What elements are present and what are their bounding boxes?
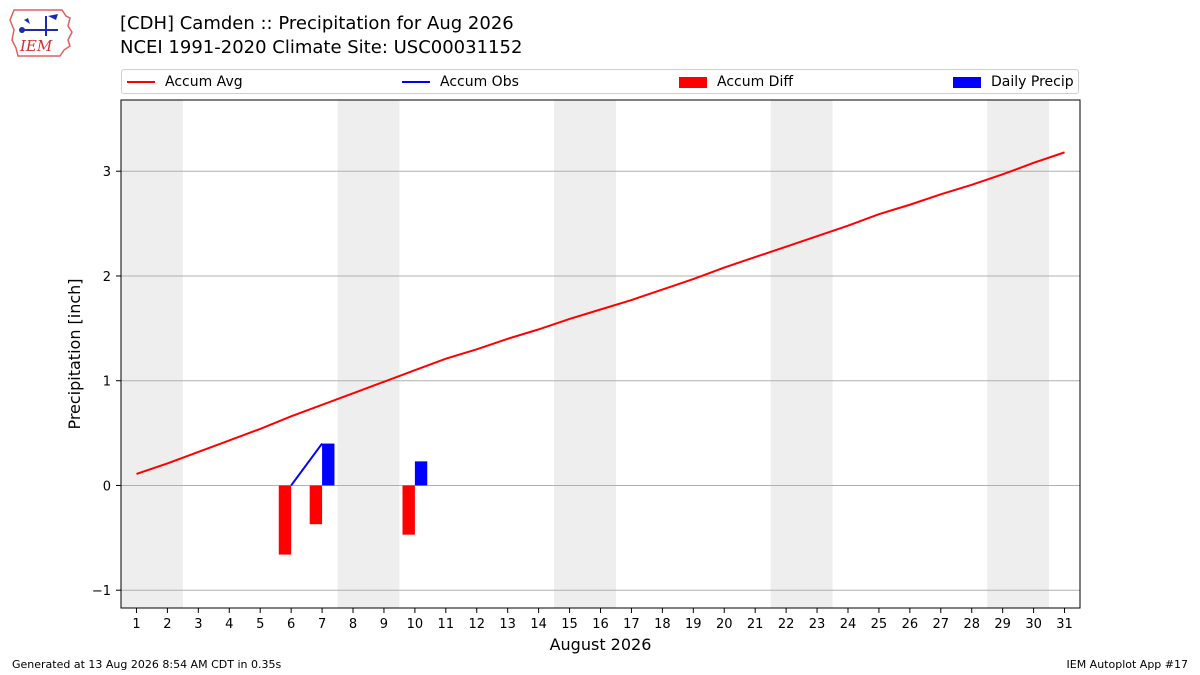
x-tick-label: 31 xyxy=(1056,617,1073,632)
iem-logo-text: IEM xyxy=(19,37,53,55)
x-tick-label: 21 xyxy=(747,617,764,632)
y-tick-label: 1 xyxy=(103,375,111,390)
footer-generated: Generated at 13 Aug 2026 8:54 AM CDT in … xyxy=(12,658,282,671)
x-tick-label: 9 xyxy=(380,617,388,632)
x-tick-label: 20 xyxy=(716,617,733,632)
legend-label-accum-avg: Accum Avg xyxy=(165,74,243,90)
x-tick-label: 23 xyxy=(809,617,826,632)
x-tick-label: 15 xyxy=(561,617,578,632)
x-tick-label: 25 xyxy=(871,617,888,632)
y-tick-label: 0 xyxy=(103,479,111,494)
x-tick-label: 10 xyxy=(407,617,424,632)
y-axis-label: Precipitation [inch] xyxy=(65,278,84,429)
footer-app: IEM Autoplot App #17 xyxy=(1066,658,1189,671)
x-tick-label: 7 xyxy=(318,617,326,632)
weekend-band xyxy=(987,100,1050,608)
legend-label-daily-precip: Daily Precip xyxy=(991,74,1074,90)
daily-precip-bar xyxy=(414,461,428,486)
legend-swatch-accum-avg xyxy=(127,81,155,83)
x-tick-label: 29 xyxy=(994,617,1011,632)
x-tick-label: 5 xyxy=(256,617,264,632)
x-tick-label: 27 xyxy=(933,617,950,632)
x-tick-label: 14 xyxy=(530,617,547,632)
accum-diff-bar xyxy=(278,485,292,555)
accum-diff-bar xyxy=(402,485,415,535)
x-tick-label: 11 xyxy=(438,617,455,632)
legend-label-accum-obs: Accum Obs xyxy=(440,74,519,90)
legend-swatch-daily-precip xyxy=(953,76,981,88)
x-tick-label: 30 xyxy=(1025,617,1042,632)
x-tick-label: 8 xyxy=(349,617,357,632)
accum-diff-bar xyxy=(309,485,323,525)
x-tick-label: 3 xyxy=(194,617,202,632)
weekend-band xyxy=(337,100,400,608)
x-axis-label: August 2026 xyxy=(550,635,652,654)
x-tick-label: 26 xyxy=(902,617,919,632)
weekend-band xyxy=(121,100,183,608)
y-tick-label: 2 xyxy=(103,270,111,285)
x-tick-label: 4 xyxy=(225,617,233,632)
x-tick-label: 1 xyxy=(132,617,140,632)
legend-item-daily-precip: Daily Precip xyxy=(953,73,1074,91)
x-tick-label: 16 xyxy=(592,617,609,632)
x-tick-label: 17 xyxy=(623,617,640,632)
accum-obs-line xyxy=(290,442,323,487)
weekend-band xyxy=(554,100,616,608)
chart-subtitle: NCEI 1991-2020 Climate Site: USC00031152 xyxy=(120,37,523,58)
x-tick-label: 18 xyxy=(654,617,671,632)
iem-logo-icon: IEM xyxy=(9,9,73,57)
legend-swatch-accum-diff xyxy=(679,76,707,88)
legend-item-accum-obs: Accum Obs xyxy=(402,73,519,91)
chart-legend: Accum Avg Accum Obs Accum Diff Daily Pre… xyxy=(121,69,1079,94)
x-tick-label: 22 xyxy=(778,617,795,632)
x-tick-label: 13 xyxy=(499,617,516,632)
x-tick-label: 24 xyxy=(840,617,857,632)
chart-title: [CDH] Camden :: Precipitation for Aug 20… xyxy=(120,13,514,34)
accum-avg-line xyxy=(136,151,1065,475)
legend-item-accum-avg: Accum Avg xyxy=(127,73,243,91)
x-tick-label: 19 xyxy=(685,617,702,632)
x-tick-label: 12 xyxy=(468,617,485,632)
legend-item-accum-diff: Accum Diff xyxy=(679,73,793,91)
daily-precip-bar xyxy=(322,443,335,486)
legend-swatch-accum-obs xyxy=(402,81,430,83)
x-tick-label: 6 xyxy=(287,617,295,632)
y-tick-label: −1 xyxy=(92,584,111,599)
x-tick-label: 28 xyxy=(963,617,980,632)
weekend-band xyxy=(770,100,833,608)
x-tick-label: 2 xyxy=(163,617,171,632)
y-tick-label: 3 xyxy=(103,165,111,180)
legend-label-accum-diff: Accum Diff xyxy=(717,74,794,90)
